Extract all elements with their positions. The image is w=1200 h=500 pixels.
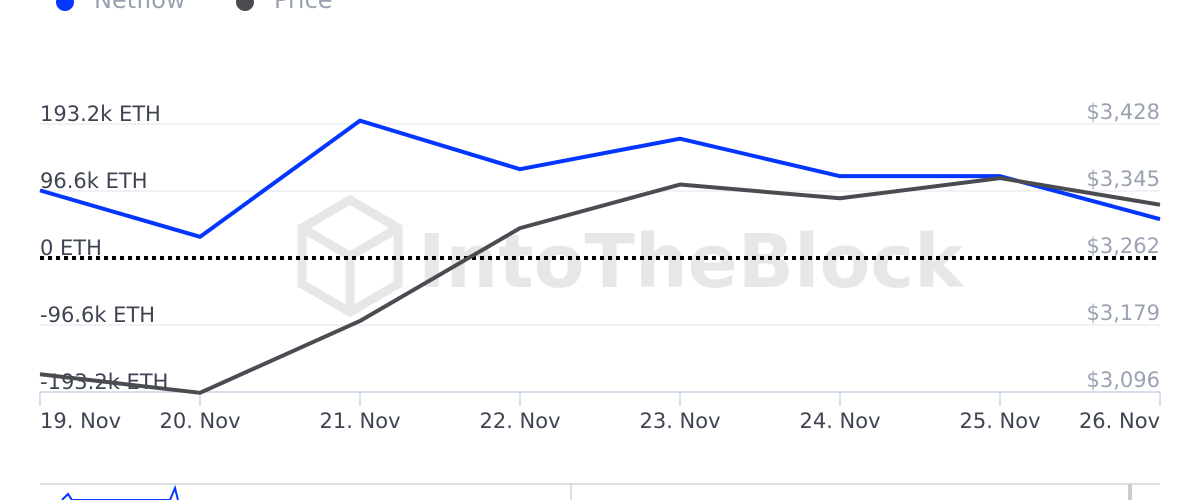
legend-label-netflow: Netflow [94,0,186,14]
navigator-handle-right[interactable] [1128,484,1132,500]
legend-label-price: Price [274,0,333,14]
legend-marker-netflow [56,0,74,11]
x-axis-tick-label: 21. Nov [319,409,400,433]
legend: Netflow Price [56,0,333,14]
navigator[interactable] [40,483,1160,500]
left-axis-tick-label: 0 ETH [40,236,102,260]
x-axis-tick-label: 26. Nov [1079,409,1160,433]
series-layer [39,118,1161,395]
x-axis: 19. Nov 20. Nov 21. Nov 22. Nov 23. Nov 24. N… [39,391,1161,433]
x-axis-tick-label: 25. Nov [959,409,1040,433]
right-axis-tick-label: $3,428 [1087,100,1160,124]
right-axis-tick-label: $3,179 [1087,301,1160,325]
x-axis-tick-label: 20. Nov [159,409,240,433]
left-axis-tick-label: -96.6k ETH [40,303,155,327]
x-axis-tick-label: 22. Nov [479,409,560,433]
right-axis-tick-label: $3,096 [1087,368,1160,392]
right-axis-tick-label: $3,345 [1087,167,1160,191]
x-axis-tick-label: 23. Nov [639,409,720,433]
right-axis: $3,428 $3,345 $3,262 $3,179 $3,096 [1087,100,1160,392]
legend-item-price[interactable]: Price [236,0,333,14]
navigator-mini-series [61,484,179,500]
legend-marker-price [236,0,254,11]
series-line-netflow [39,118,1161,239]
left-axis-tick-label: 193.2k ETH [40,102,161,126]
x-axis-tick-label: 19. Nov [40,409,121,433]
right-axis-tick-label: $3,262 [1087,234,1160,258]
left-axis-tick-label: 96.6k ETH [40,169,147,193]
watermark-text: IntoTheBlock [418,219,965,305]
x-axis-tick-label: 24. Nov [799,409,880,433]
legend-item-netflow[interactable]: Netflow [56,0,186,14]
watermark-logo-icon [297,194,403,318]
series-line-price [39,176,1161,395]
